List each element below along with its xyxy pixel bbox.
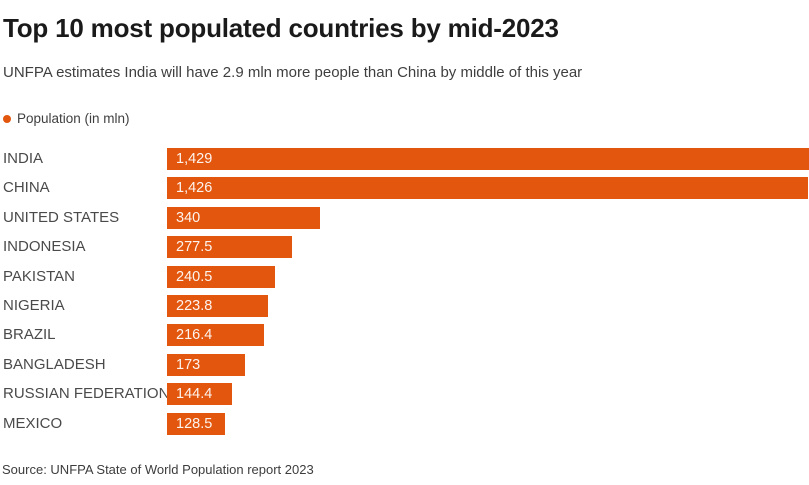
bar-value-label: 128.5 (176, 415, 213, 432)
bar-track: 240.5 (167, 265, 809, 288)
bar: 216.4 (167, 324, 265, 347)
bar-track: 340 (167, 206, 809, 229)
bar: 1,426 (167, 177, 808, 200)
bar-track: 1,429 (167, 148, 809, 170)
chart-title: Top 10 most populated countries by mid-2… (3, 13, 559, 43)
bar-value-label: 277.5 (176, 239, 213, 256)
bar-value-label: 223.8 (176, 297, 213, 314)
bar: 277.5 (167, 236, 292, 259)
bar: 240.5 (167, 265, 276, 288)
category-label: BRAZIL (3, 326, 56, 344)
bar: 223.8 (167, 294, 268, 317)
category-label: CHINA (3, 179, 50, 197)
chart-row: CHINA 1,426 (0, 177, 809, 206)
source-note: Source: UNFPA State of World Population … (2, 461, 314, 477)
bar-track: 144.4 (167, 383, 809, 406)
category-label: RUSSIAN FEDERATION (3, 385, 167, 403)
chart-row: NIGERIA 223.8 (0, 294, 809, 324)
legend-dot-icon (3, 114, 11, 123)
category-label: INDIA (3, 150, 44, 167)
bar-value-label: 340 (176, 209, 201, 226)
bar-track: 216.4 (167, 324, 809, 347)
chart-row: BANGLADESH 173 (0, 353, 809, 383)
chart-row: INDIA 1,429 (0, 148, 809, 177)
chart-row: RUSSIAN FEDERATION 144.4 (0, 383, 809, 412)
legend: Population (in mln) (0, 82, 809, 127)
category-label: UNITED STATES (3, 208, 120, 226)
chart-row: PAKISTAN 240.5 (0, 265, 809, 295)
bar-value-label: 173 (176, 356, 201, 373)
legend-label: Population (in mln) (17, 111, 130, 126)
bar: 340 (167, 206, 320, 229)
category-label: NIGERIA (3, 296, 65, 314)
bar: 144.4 (167, 383, 232, 406)
chart-row: BRAZIL 216.4 (0, 324, 809, 353)
bar-value-label: 240.5 (176, 268, 213, 285)
category-label: BANGLADESH (3, 355, 106, 373)
bar-track: 1,426 (167, 177, 809, 200)
bar: 173 (167, 353, 245, 376)
bar-value-label: 216.4 (176, 327, 213, 344)
chart-row: UNITED STATES 340 (0, 206, 809, 236)
bar-track: 128.5 (167, 412, 809, 435)
bar-value-label: 144.4 (176, 386, 213, 403)
chart-row: INDONESIA 277.5 (0, 236, 809, 265)
bar-track: 277.5 (167, 236, 809, 259)
bar: 128.5 (167, 412, 225, 435)
bar-track: 223.8 (167, 294, 809, 317)
bar-value-label: 1,429 (176, 151, 213, 167)
bar-value-label: 1,426 (176, 180, 213, 197)
category-label: MEXICO (3, 414, 63, 432)
category-label: PAKISTAN (3, 267, 75, 285)
bar-chart: INDIA 1,429 CHINA 1,426 UNITED STATES 34… (0, 148, 809, 442)
chart-subtitle: UNFPA estimates India will have 2.9 mln … (3, 64, 583, 81)
chart-row: MEXICO 128.5 (0, 412, 809, 442)
bar: 1,429 (167, 148, 809, 170)
category-label: INDONESIA (3, 238, 86, 256)
bar-track: 173 (167, 353, 809, 376)
